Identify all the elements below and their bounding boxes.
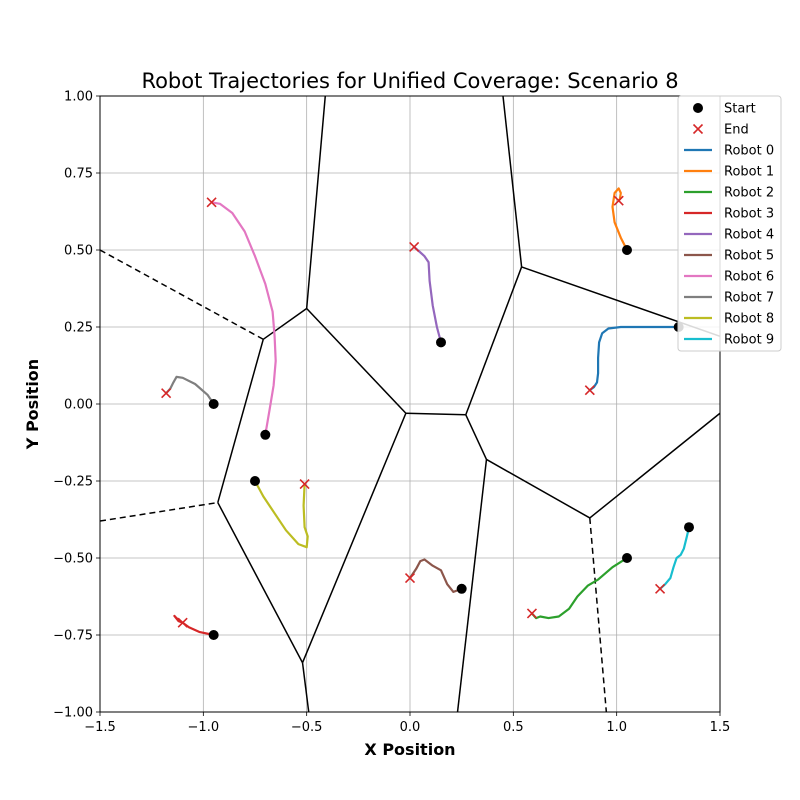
robot-4-trajectory bbox=[413, 245, 443, 344]
voronoi-edge bbox=[262, 307, 308, 340]
voronoi-edge bbox=[465, 414, 488, 460]
x-tick-label: 1.5 bbox=[710, 720, 731, 735]
robot-4-end-marker bbox=[409, 241, 420, 252]
y-tick-label: 1.00 bbox=[64, 90, 93, 105]
y-tick-label: −1.00 bbox=[53, 706, 93, 721]
legend-robot-5-label: Robot 5 bbox=[724, 249, 774, 264]
voronoi-cells bbox=[100, 96, 720, 712]
robot-8-trajectory bbox=[253, 479, 309, 549]
robot-5-start-marker bbox=[456, 583, 467, 594]
voronoi-edge bbox=[486, 458, 591, 519]
robot-2-start-marker bbox=[622, 553, 632, 563]
legend-robot-2-label: Robot 2 bbox=[724, 186, 774, 201]
voronoi-edge bbox=[502, 96, 523, 268]
voronoi-edge bbox=[301, 412, 407, 664]
robot-0-end-marker bbox=[584, 385, 595, 396]
voronoi-edge bbox=[405, 412, 466, 416]
x-ticks: −1.5 −1.0 −0.5 0.0 0.5 1.0 1.5 bbox=[84, 712, 730, 735]
robot-9-start-marker bbox=[684, 522, 694, 533]
x-tick-label: 0.5 bbox=[503, 720, 524, 735]
robot-3-end-marker bbox=[177, 617, 188, 628]
trajectories bbox=[165, 187, 691, 637]
legend-end-label: End bbox=[724, 123, 749, 138]
legend-robot-4-label: Robot 4 bbox=[724, 228, 774, 243]
x-tick-label: −0.5 bbox=[291, 720, 323, 735]
y-axis-label: Y Position bbox=[23, 359, 42, 450]
y-tick-label: 0.25 bbox=[64, 321, 93, 336]
legend-robot-3-label: Robot 3 bbox=[724, 207, 774, 222]
robot-8-start-marker bbox=[250, 476, 260, 486]
y-tick-label: −0.25 bbox=[53, 475, 93, 490]
y-tick-label: 0.75 bbox=[64, 167, 93, 182]
robot-6-end-marker bbox=[206, 197, 217, 208]
legend-box bbox=[677, 95, 782, 352]
voronoi-edge-dashed bbox=[100, 249, 264, 340]
voronoi-edge bbox=[217, 502, 304, 664]
chart-title: Robot Trajectories for Unified Coverage:… bbox=[141, 69, 678, 93]
y-tick-label: −0.75 bbox=[53, 629, 93, 644]
legend-robot-7-label: Robot 7 bbox=[724, 291, 774, 306]
voronoi-edge bbox=[305, 96, 327, 309]
x-axis-label: X Position bbox=[364, 740, 455, 759]
y-tick-label: −0.50 bbox=[53, 552, 93, 567]
legend-robot-0-label: Robot 0 bbox=[724, 144, 774, 159]
voronoi-edge bbox=[465, 266, 523, 416]
legend-start-label: Start bbox=[724, 102, 756, 117]
robot-1-trajectory bbox=[611, 187, 629, 252]
robot-6-start-marker bbox=[260, 429, 271, 440]
legend-robot-1-label: Robot 1 bbox=[724, 165, 774, 180]
robot-2-end-marker bbox=[526, 608, 537, 619]
robot-5-end-marker bbox=[404, 572, 416, 584]
voronoi-edge-dashed bbox=[589, 517, 608, 712]
robot-9-end-marker bbox=[655, 583, 666, 594]
robot-4-start-marker bbox=[436, 337, 446, 348]
legend-robot-8-label: Robot 8 bbox=[724, 312, 774, 327]
robot-9-trajectory bbox=[658, 526, 691, 590]
markers bbox=[161, 195, 694, 640]
voronoi-edge bbox=[589, 412, 720, 519]
legend: Start End Robot 0 Robot 1 Robot 2 Robot 3 Robo… bbox=[677, 95, 782, 352]
robot-7-end-marker bbox=[161, 388, 172, 399]
robot-1-start-marker bbox=[622, 245, 632, 255]
legend-robot-9-label: Robot 9 bbox=[724, 333, 774, 348]
x-tick-label: 1.0 bbox=[606, 720, 627, 735]
robot-6-trajectory bbox=[210, 201, 277, 436]
robot-5-trajectory bbox=[408, 558, 463, 594]
robot-8-end-marker bbox=[299, 479, 310, 490]
x-tick-label: −1.5 bbox=[84, 720, 116, 735]
x-tick-label: 0.0 bbox=[400, 720, 421, 735]
voronoi-edge bbox=[456, 459, 488, 712]
voronoi-edge bbox=[306, 308, 407, 414]
x-tick-label: −1.0 bbox=[188, 720, 220, 735]
voronoi-edge bbox=[217, 339, 264, 503]
robot-7-start-marker bbox=[208, 399, 219, 409]
robot-3-start-marker bbox=[208, 630, 219, 640]
robot-7-trajectory bbox=[165, 375, 215, 406]
y-tick-label: 0.50 bbox=[64, 244, 93, 259]
robot-0-trajectory bbox=[588, 325, 680, 392]
legend-end-swatch bbox=[692, 123, 704, 135]
y-tick-label: 0.00 bbox=[64, 398, 93, 413]
robot-1-end-marker bbox=[613, 195, 624, 206]
voronoi-edge bbox=[301, 662, 310, 712]
y-ticks: −1.00 −0.75 −0.50 −0.25 0.00 0.25 0.50 0.75 1.00 bbox=[53, 90, 100, 721]
legend-robot-6-label: Robot 6 bbox=[724, 270, 774, 285]
legend-start-swatch bbox=[693, 103, 703, 113]
robot-2-trajectory bbox=[530, 556, 629, 620]
